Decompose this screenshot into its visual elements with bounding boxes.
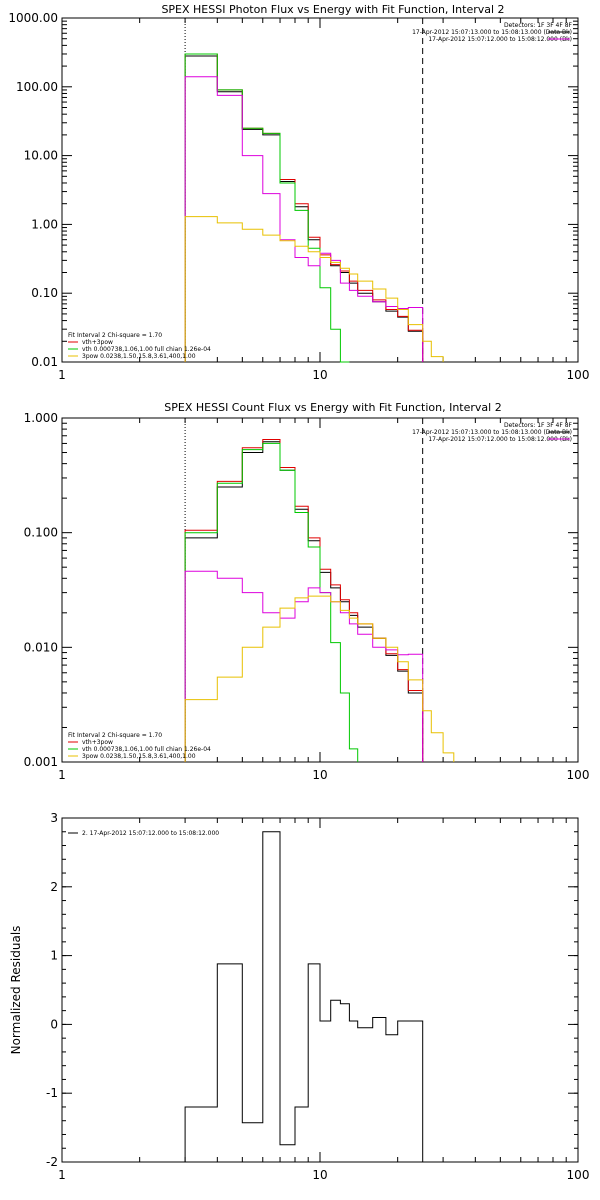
series-data bbox=[184, 55, 424, 362]
y-tick-label: -1 bbox=[46, 1086, 58, 1100]
y-tick-label: 10.00 bbox=[24, 149, 58, 163]
series-bk bbox=[184, 76, 424, 362]
y-tick-label: 0.001 bbox=[24, 755, 58, 769]
y-tick-label: 0.010 bbox=[24, 640, 58, 654]
y-tick-label: 1.00 bbox=[31, 217, 58, 231]
header-line: Detectors: 1F 3F 4F 8F bbox=[504, 422, 573, 429]
header-line: 17-Apr-2012 15:07:12.000 to 15:08:12.000… bbox=[428, 36, 572, 43]
series-bk bbox=[184, 570, 424, 762]
series-3pow bbox=[184, 216, 444, 362]
x-tick-label: 10 bbox=[312, 368, 327, 382]
series-vth bbox=[184, 53, 350, 363]
header-line: 17-Apr-2012 15:07:13.000 to 15:08:13.000… bbox=[412, 429, 572, 436]
y-tick-label: 3 bbox=[50, 811, 58, 825]
count-flux-panel: SPEX HESSI Count Flux vs Energy with Fit… bbox=[24, 401, 590, 782]
y-tick-label: 1000.00 bbox=[8, 11, 58, 25]
residuals-marks: 1 10 100 -2 -1 0 1 2 3 Normalized Residuals 2. 17-… bbox=[9, 811, 589, 1182]
x-tick-label: 1 bbox=[58, 1168, 66, 1182]
y-axis-label: Normalized Residuals bbox=[9, 926, 23, 1055]
x-tick-label: 100 bbox=[567, 368, 590, 382]
photon-flux-panel: SPEX HESSI Photon Flux vs Energy with Fi… bbox=[8, 3, 589, 382]
legend-entry: 3pow 0.0238,1.50,15.8,3.61,400,1.00 bbox=[82, 353, 196, 360]
legend-entry: Fit Interval 2 Chi-square = 1.70 bbox=[68, 732, 162, 739]
y-tick-label: 1 bbox=[50, 949, 58, 963]
legend-entry: 2. 17-Apr-2012 15:07:12.000 to 15:08:12.… bbox=[82, 830, 219, 837]
y-tick-label: 0.100 bbox=[24, 526, 58, 540]
x-tick-label: 10 bbox=[312, 1168, 327, 1182]
legend-entry: vth+3pow bbox=[82, 339, 113, 346]
y-tick-label: 0 bbox=[50, 1017, 58, 1031]
header-line: 17-Apr-2012 15:07:13.000 to 15:08:13.000… bbox=[412, 29, 572, 36]
series-residuals bbox=[184, 831, 424, 1162]
photon-flux-title: SPEX HESSI Photon Flux vs Energy with Fi… bbox=[161, 3, 504, 16]
count-flux-title: SPEX HESSI Count Flux vs Energy with Fit… bbox=[164, 401, 501, 414]
x-tick-label: 1 bbox=[58, 768, 66, 782]
y-tick-label: 0.10 bbox=[31, 286, 58, 300]
x-tick-label: 10 bbox=[312, 768, 327, 782]
header-line: 17-Apr-2012 15:07:12.000 to 15:08:12.000… bbox=[428, 436, 572, 443]
legend-entry: vth+3pow bbox=[82, 739, 113, 746]
plot-frame bbox=[61, 17, 579, 363]
legend-entry: 3pow 0.0238,1.50,15.8,3.61,400,1.00 bbox=[82, 753, 196, 760]
series-vth-3pow bbox=[184, 439, 424, 762]
residuals-panel: 1 10 100 -2 -1 0 1 2 3 Normalized Residuals 2. 17-… bbox=[9, 811, 589, 1182]
series-vth bbox=[184, 442, 359, 762]
count-flux-marks: 1 10 100 1.000 0.100 0.010 0.001 Detectors: 1F … bbox=[24, 411, 590, 782]
series-vth-3pow bbox=[184, 53, 424, 362]
legend-entry: vth 0.000738,1.06,1.00 full chian 1.26e-… bbox=[82, 346, 211, 353]
photon-flux-marks: 1 10 100 1000.00 100.00 10.00 1.00 0.10 0.01 Dete… bbox=[8, 11, 589, 382]
y-tick-label: 100.00 bbox=[16, 80, 58, 94]
y-tick-label: 0.01 bbox=[31, 355, 58, 369]
legend-entry: vth 0.000738,1.06,1.00 full chian 1.26e-… bbox=[82, 746, 211, 753]
y-tick-label: -2 bbox=[46, 1155, 58, 1169]
series-3pow bbox=[184, 595, 455, 762]
legend-entry: Fit Interval 2 Chi-square = 1.70 bbox=[68, 332, 162, 339]
y-tick-label: 1.000 bbox=[24, 411, 58, 425]
x-tick-label: 1 bbox=[58, 368, 66, 382]
x-tick-label: 100 bbox=[567, 768, 590, 782]
y-tick-label: 2 bbox=[50, 880, 58, 894]
x-tick-label: 100 bbox=[567, 1168, 590, 1182]
header-line: Detectors: 1F 3F 4F 8F bbox=[504, 22, 573, 29]
